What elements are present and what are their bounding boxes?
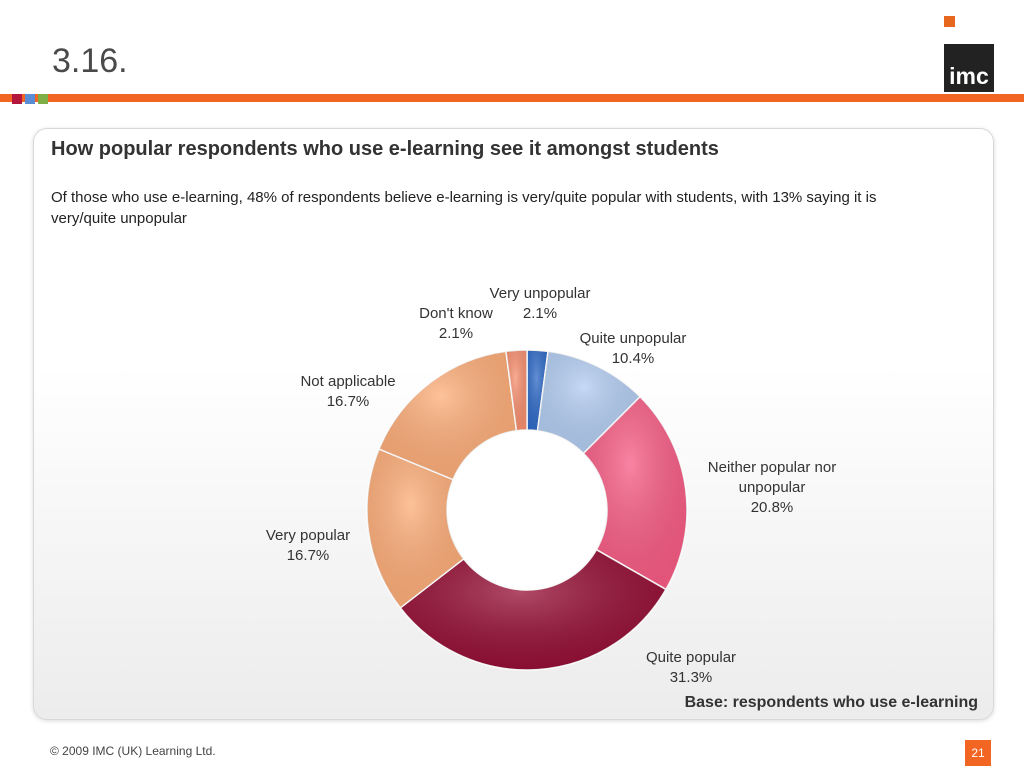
- slice-label: Don't know 2.1%: [419, 305, 493, 342]
- logo-text: imc: [944, 44, 994, 92]
- accent-square-green: [38, 94, 48, 104]
- slice-percent-label: 16.7%: [287, 547, 330, 564]
- slice-percent-label: 2.1%: [523, 305, 557, 322]
- slice-label: Quite unpopular 10.4%: [580, 330, 687, 367]
- slice-name-label: Quite popular: [646, 649, 736, 666]
- chart-heading: How popular respondents who use e-learni…: [51, 138, 719, 160]
- slice-percent-label: 16.7%: [327, 393, 370, 410]
- slice-percent-label: 10.4%: [612, 350, 655, 367]
- slice-name-label: Very popular: [266, 527, 350, 544]
- donut-slice-shading: [400, 549, 666, 671]
- slice-label: Very popular 16.7%: [266, 527, 350, 564]
- slide-title: 3.16.: [52, 42, 128, 80]
- slice-name-label: unpopular: [739, 479, 806, 496]
- slice-percent-label: 31.3%: [670, 669, 713, 686]
- slice-name-label: Very unpopular: [490, 285, 591, 302]
- donut-hole: [448, 431, 606, 589]
- header-rule: [0, 94, 1024, 102]
- slice-percent-label: 20.8%: [751, 499, 794, 516]
- donut-slice-shading: [527, 350, 549, 431]
- slice-percent-label: 2.1%: [439, 325, 473, 342]
- slice-name-label: Quite unpopular: [580, 330, 687, 347]
- slice-label: Not applicable 16.7%: [300, 373, 395, 410]
- slice-name-label: Don't know: [419, 305, 493, 322]
- donut-slice-shading: [583, 396, 688, 590]
- imc-logo: imc: [944, 16, 994, 92]
- donut-slice-shading: [505, 350, 527, 431]
- logo-square-icon: [944, 16, 955, 27]
- page-number: 21: [965, 740, 991, 766]
- slice-label: Quite popular 31.3%: [646, 649, 736, 686]
- donut-slice-shading: [537, 351, 641, 454]
- donut-slice-shading: [367, 449, 464, 608]
- donut-slice-shading: [379, 351, 517, 480]
- slice-name-label: Not applicable: [300, 373, 395, 390]
- accent-square-blue: [25, 94, 35, 104]
- slice-label: Neither popular nor unpopular 20.8%: [708, 459, 836, 516]
- slice-name-label: Neither popular nor: [708, 459, 836, 476]
- base-note: Base: respondents who use e-learning: [684, 694, 978, 711]
- copyright-footer: © 2009 IMC (UK) Learning Ltd.: [50, 744, 216, 758]
- accent-square-red: [12, 94, 22, 104]
- summary-text: Of those who use e-learning, 48% of resp…: [51, 189, 877, 227]
- slice-label: Very unpopular 2.1%: [490, 285, 591, 322]
